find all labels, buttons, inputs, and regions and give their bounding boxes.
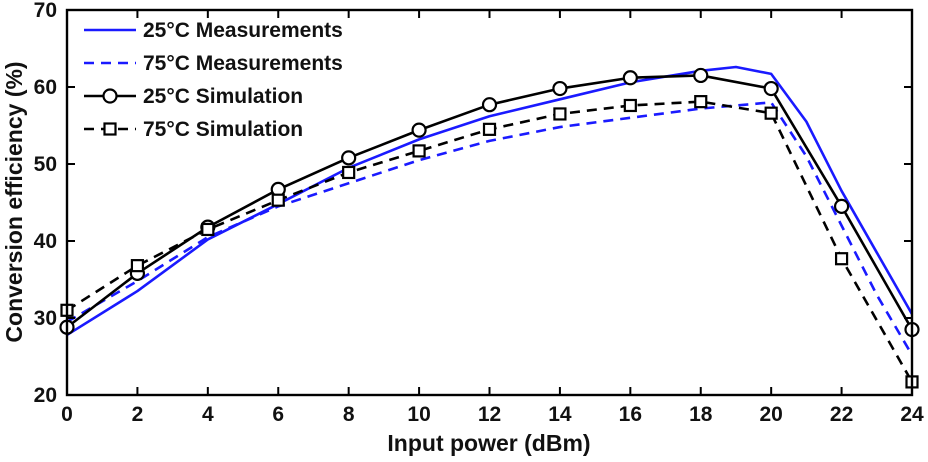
x-tick-label: 0 bbox=[61, 403, 73, 426]
y-tick-label: 40 bbox=[34, 230, 57, 253]
data-point bbox=[201, 222, 215, 237]
series-line bbox=[66, 65, 914, 337]
series-line bbox=[66, 101, 914, 356]
series-25-c-measurements bbox=[66, 65, 914, 337]
series-75-c-measurements bbox=[66, 101, 914, 356]
data-point bbox=[341, 150, 357, 166]
x-tick-label: 24 bbox=[900, 403, 924, 426]
legend-item: 75°C Simulation bbox=[84, 118, 303, 141]
x-tick-label: 4 bbox=[202, 403, 214, 426]
data-point bbox=[763, 80, 779, 97]
x-tick-label: 10 bbox=[407, 403, 430, 426]
data-point bbox=[834, 252, 849, 266]
y-tick-label: 20 bbox=[34, 384, 57, 407]
x-tick-label: 14 bbox=[548, 403, 572, 426]
series-line bbox=[66, 100, 914, 383]
x-tick-label: 2 bbox=[132, 403, 144, 426]
legend-marker bbox=[102, 88, 118, 104]
data-point bbox=[130, 259, 145, 273]
legend-label: 75°C Measurements bbox=[143, 52, 343, 75]
x-tick-label: 16 bbox=[619, 403, 642, 426]
y-axis-label: Conversion efficiency (%) bbox=[1, 61, 27, 342]
y-tick-label: 30 bbox=[34, 307, 57, 330]
data-point bbox=[482, 122, 497, 136]
data-point bbox=[412, 144, 426, 158]
y-tick-label: 60 bbox=[34, 76, 57, 99]
data-point bbox=[833, 198, 850, 214]
legend-label: 25°C Measurements bbox=[143, 19, 343, 42]
data-point bbox=[411, 122, 427, 138]
data-point bbox=[552, 80, 568, 97]
legend-marker bbox=[103, 122, 117, 136]
data-point bbox=[693, 67, 709, 84]
legend-label: 25°C Simulation bbox=[143, 85, 303, 108]
x-axis-label: Input power (dBm) bbox=[387, 430, 590, 456]
x-tick-label: 8 bbox=[343, 403, 355, 426]
y-tick-label: 50 bbox=[34, 153, 57, 176]
x-tick-label: 20 bbox=[759, 403, 782, 426]
series-line bbox=[66, 74, 914, 331]
legend-item: 25°C Simulation bbox=[84, 85, 303, 108]
data-point bbox=[553, 107, 567, 121]
x-tick-label: 6 bbox=[272, 403, 284, 426]
data-point bbox=[623, 98, 637, 113]
legend-item: 75°C Measurements bbox=[84, 52, 343, 75]
data-point bbox=[342, 165, 356, 180]
series-layer bbox=[59, 65, 920, 389]
data-point bbox=[764, 106, 778, 120]
series-25-c-simulation bbox=[59, 67, 920, 338]
x-tick-label: 22 bbox=[830, 403, 853, 426]
y-axis-ticks: 20 30 40 50 60 70 bbox=[34, 0, 912, 407]
data-point bbox=[694, 95, 708, 109]
y-tick-label: 70 bbox=[34, 0, 57, 22]
data-point bbox=[481, 97, 498, 113]
x-tick-label: 12 bbox=[478, 403, 501, 426]
x-axis-ticks: 0 2 4 6 8 10 12 14 16 18 20 22 24 bbox=[61, 10, 924, 426]
legend-label: 75°C Simulation bbox=[143, 118, 303, 141]
data-point bbox=[271, 193, 285, 207]
data-point bbox=[622, 70, 638, 86]
x-tick-label: 18 bbox=[689, 403, 713, 426]
legend: 25°C Measurements 75°C Measurements 25°C S… bbox=[84, 19, 343, 141]
legend-item: 25°C Measurements bbox=[84, 19, 343, 42]
